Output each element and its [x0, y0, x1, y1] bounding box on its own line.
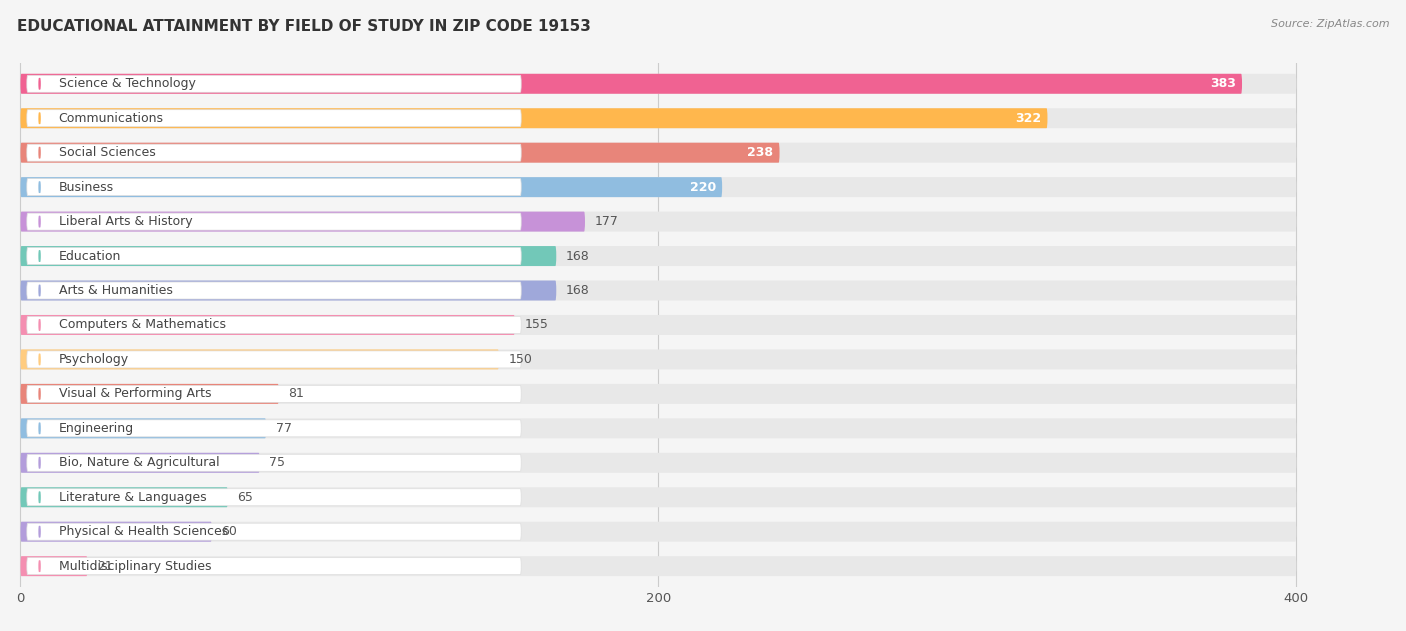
Text: Multidisciplinary Studies: Multidisciplinary Studies: [59, 560, 211, 573]
Text: Source: ZipAtlas.com: Source: ZipAtlas.com: [1271, 19, 1389, 29]
FancyBboxPatch shape: [27, 110, 522, 127]
FancyBboxPatch shape: [21, 556, 87, 576]
FancyBboxPatch shape: [21, 556, 1296, 576]
FancyBboxPatch shape: [21, 281, 557, 300]
FancyBboxPatch shape: [21, 143, 1296, 163]
FancyBboxPatch shape: [21, 315, 1296, 335]
Text: Social Sciences: Social Sciences: [59, 146, 156, 159]
FancyBboxPatch shape: [27, 179, 522, 196]
FancyBboxPatch shape: [27, 247, 522, 264]
FancyBboxPatch shape: [21, 453, 1296, 473]
FancyBboxPatch shape: [21, 522, 1296, 541]
FancyBboxPatch shape: [21, 74, 1296, 94]
FancyBboxPatch shape: [27, 489, 522, 505]
FancyBboxPatch shape: [21, 143, 779, 163]
Text: 81: 81: [288, 387, 304, 401]
FancyBboxPatch shape: [27, 282, 522, 299]
FancyBboxPatch shape: [27, 317, 522, 333]
FancyBboxPatch shape: [21, 418, 266, 439]
Text: 168: 168: [565, 284, 589, 297]
Text: 383: 383: [1209, 77, 1236, 90]
Text: EDUCATIONAL ATTAINMENT BY FIELD OF STUDY IN ZIP CODE 19153: EDUCATIONAL ATTAINMENT BY FIELD OF STUDY…: [17, 19, 591, 34]
FancyBboxPatch shape: [21, 487, 1296, 507]
Text: 150: 150: [509, 353, 533, 366]
Text: Literature & Languages: Literature & Languages: [59, 491, 207, 504]
Text: 177: 177: [595, 215, 619, 228]
FancyBboxPatch shape: [21, 384, 1296, 404]
Text: 322: 322: [1015, 112, 1040, 125]
FancyBboxPatch shape: [21, 522, 212, 541]
FancyBboxPatch shape: [21, 74, 1241, 94]
FancyBboxPatch shape: [21, 453, 260, 473]
Text: Psychology: Psychology: [59, 353, 129, 366]
FancyBboxPatch shape: [27, 386, 522, 403]
FancyBboxPatch shape: [21, 177, 1296, 197]
FancyBboxPatch shape: [27, 454, 522, 471]
Text: Business: Business: [59, 180, 114, 194]
Text: Liberal Arts & History: Liberal Arts & History: [59, 215, 193, 228]
Text: 155: 155: [524, 319, 548, 331]
FancyBboxPatch shape: [27, 144, 522, 161]
Text: Science & Technology: Science & Technology: [59, 77, 195, 90]
FancyBboxPatch shape: [27, 523, 522, 540]
FancyBboxPatch shape: [21, 384, 278, 404]
Text: 77: 77: [276, 422, 291, 435]
Text: 65: 65: [238, 491, 253, 504]
Text: Arts & Humanities: Arts & Humanities: [59, 284, 173, 297]
Text: Communications: Communications: [59, 112, 163, 125]
FancyBboxPatch shape: [21, 315, 515, 335]
FancyBboxPatch shape: [21, 177, 723, 197]
Text: 21: 21: [97, 560, 112, 573]
Text: Bio, Nature & Agricultural: Bio, Nature & Agricultural: [59, 456, 219, 469]
FancyBboxPatch shape: [21, 211, 1296, 232]
FancyBboxPatch shape: [21, 211, 585, 232]
Text: Engineering: Engineering: [59, 422, 134, 435]
FancyBboxPatch shape: [27, 558, 522, 575]
FancyBboxPatch shape: [27, 351, 522, 368]
Text: Computers & Mathematics: Computers & Mathematics: [59, 319, 226, 331]
Text: 60: 60: [221, 525, 238, 538]
Text: 238: 238: [747, 146, 773, 159]
Text: 168: 168: [565, 249, 589, 262]
FancyBboxPatch shape: [21, 109, 1047, 128]
FancyBboxPatch shape: [27, 75, 522, 92]
Text: 220: 220: [689, 180, 716, 194]
Text: Education: Education: [59, 249, 121, 262]
FancyBboxPatch shape: [21, 281, 1296, 300]
FancyBboxPatch shape: [27, 420, 522, 437]
FancyBboxPatch shape: [21, 350, 499, 369]
Text: Physical & Health Sciences: Physical & Health Sciences: [59, 525, 228, 538]
FancyBboxPatch shape: [21, 418, 1296, 439]
FancyBboxPatch shape: [21, 350, 1296, 369]
Text: Visual & Performing Arts: Visual & Performing Arts: [59, 387, 211, 401]
FancyBboxPatch shape: [27, 213, 522, 230]
FancyBboxPatch shape: [21, 246, 1296, 266]
FancyBboxPatch shape: [21, 487, 228, 507]
Text: 75: 75: [269, 456, 285, 469]
FancyBboxPatch shape: [21, 246, 557, 266]
FancyBboxPatch shape: [21, 109, 1296, 128]
